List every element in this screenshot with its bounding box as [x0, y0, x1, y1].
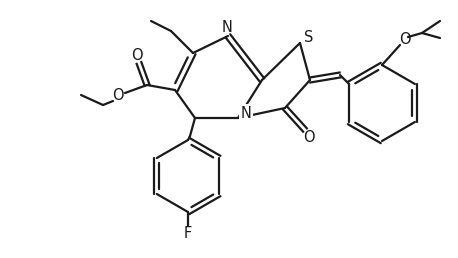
Text: F: F: [184, 227, 192, 241]
Text: S: S: [304, 30, 314, 45]
Text: O: O: [112, 88, 124, 103]
Text: N: N: [222, 20, 233, 36]
Text: O: O: [131, 47, 143, 62]
Text: O: O: [303, 131, 315, 146]
Text: N: N: [240, 106, 251, 120]
Text: O: O: [399, 33, 411, 47]
